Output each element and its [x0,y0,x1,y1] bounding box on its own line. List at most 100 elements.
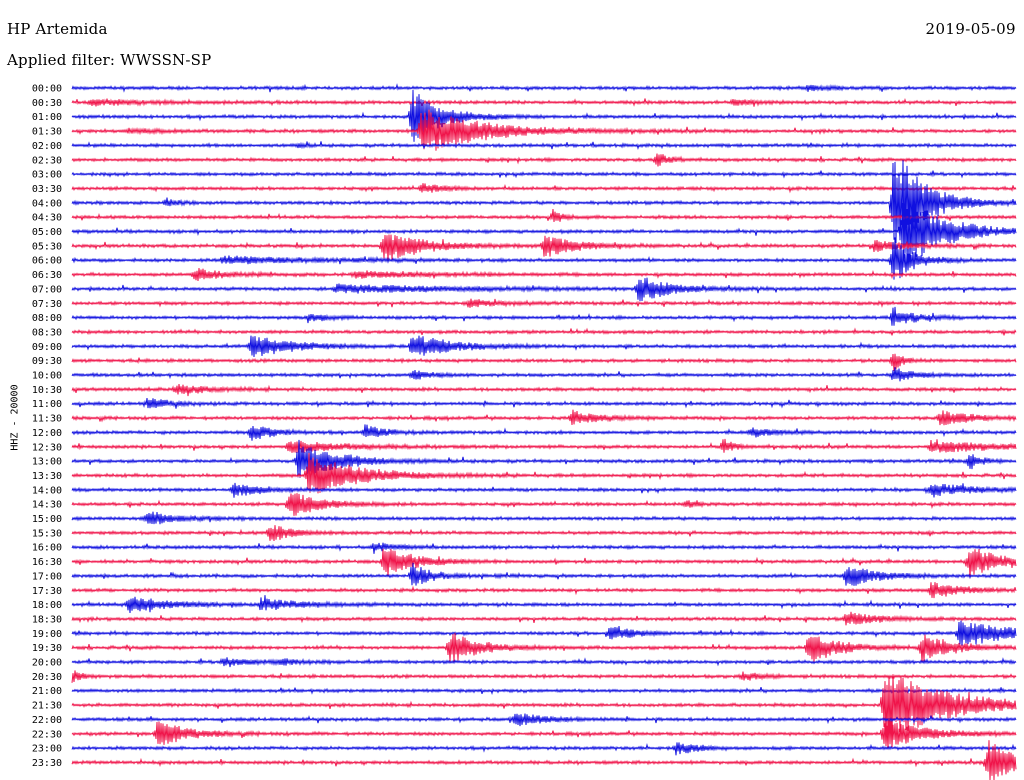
trace-row-1030 [71,384,1017,397]
trace-row-0900 [71,335,1017,358]
time-label: 14:00 [32,485,62,496]
trace-row-1830 [71,611,1017,626]
trace-row-0930 [71,353,1017,372]
trace-row-2330 [71,740,1017,780]
time-label: 20:00 [32,658,62,669]
time-label: 02:00 [32,141,62,152]
trace-row-1230 [71,438,1017,453]
trace-row-0830 [71,327,1017,336]
time-label: 22:00 [32,715,62,726]
trace-row-1100 [71,398,1017,409]
time-label: 06:30 [32,270,62,281]
time-label: 18:00 [32,600,62,611]
time-label: 19:00 [32,629,62,640]
time-label: 23:00 [32,744,62,755]
time-label: 06:00 [32,256,62,267]
time-label: 21:30 [32,701,62,712]
time-label: 10:30 [32,385,62,396]
time-label: 05:00 [32,227,62,238]
time-label: 05:30 [32,241,62,252]
trace-row-1530 [71,525,1017,542]
trace-row-0230 [71,153,1017,167]
time-label: 13:00 [32,457,62,468]
trace-row-1300 [71,439,1017,478]
time-label: 17:30 [32,586,62,597]
trace-row-0000 [71,83,1017,93]
time-label: 11:00 [32,399,62,410]
time-label: 02:30 [32,155,62,166]
trace-row-1330 [71,452,1017,494]
trace-row-1630 [71,548,1017,579]
trace-row-1600 [71,542,1017,554]
time-label: 21:00 [32,686,62,697]
plot-date: 2019-05-09 [925,20,1016,38]
time-label: 12:00 [32,428,62,439]
time-label: 18:30 [32,614,62,625]
time-label: 11:30 [32,414,62,425]
trace-row-0730 [71,298,1017,308]
trace-row-0030 [71,97,1017,107]
seismic-traces [71,83,1017,780]
trace-row-2030 [71,670,1017,683]
trace-row-0300 [71,170,1017,179]
time-labels: 00:00 00:30 01:00 01:30 02:00 02:30 03:00 03:30… [32,84,62,769]
time-label: 09:30 [32,356,62,367]
time-label: 07:30 [32,299,62,310]
time-label: 00:00 [32,84,62,95]
time-label: 09:00 [32,342,62,353]
trace-row-0430 [71,209,1017,223]
trace-row-1000 [71,367,1017,382]
time-label: 00:30 [32,98,62,109]
trace-row-0530 [71,234,1017,262]
time-label: 10:00 [32,371,62,382]
time-label: 07:00 [32,284,62,295]
time-label: 16:00 [32,543,62,554]
trace-row-2000 [71,657,1017,668]
trace-row-0100 [71,89,1017,142]
trace-row-2200 [71,713,1017,727]
trace-row-2300 [71,742,1017,756]
trace-row-2100 [71,686,1017,695]
time-label: 16:30 [32,557,62,568]
trace-row-0700 [71,277,1017,302]
time-label: 08:00 [32,313,62,324]
time-label: 13:30 [32,471,62,482]
time-label: 04:00 [32,198,62,209]
time-label: 23:30 [32,758,62,769]
time-label: 03:00 [32,170,62,181]
trace-row-0400 [71,160,1017,244]
time-label: 19:30 [32,643,62,654]
station-title: HP Artemida [7,20,108,38]
trace-row-1930 [71,632,1017,663]
time-label: 20:30 [32,672,62,683]
time-label: 17:00 [32,571,62,582]
time-label: 03:30 [32,184,62,195]
trace-row-1130 [71,409,1017,426]
trace-row-0330 [71,183,1017,194]
trace-row-1800 [71,595,1017,614]
time-label: 14:30 [32,500,62,511]
trace-row-2230 [71,719,1017,749]
filter-label: Applied filter: WWSSN-SP [7,51,212,69]
trace-row-0200 [71,141,1017,150]
trace-row-1500 [71,511,1017,525]
trace-row-0800 [71,306,1017,326]
trace-row-1730 [71,582,1017,599]
trace-row-0630 [71,267,1017,281]
trace-row-1400 [71,482,1017,498]
time-label: 04:30 [32,213,62,224]
time-label: 12:30 [32,442,62,453]
trace-row-0600 [71,237,1017,280]
trace-row-0500 [71,196,1017,266]
trace-row-1430 [71,493,1017,516]
trace-row-2130 [71,674,1017,745]
time-label: 01:30 [32,127,62,138]
time-label: 22:30 [32,729,62,740]
time-label: 01:00 [32,112,62,123]
trace-row-0130 [71,109,1017,151]
trace-row-1200 [71,424,1017,441]
time-label: 15:00 [32,514,62,525]
trace-row-1700 [71,562,1017,586]
trace-row-1900 [71,620,1017,646]
